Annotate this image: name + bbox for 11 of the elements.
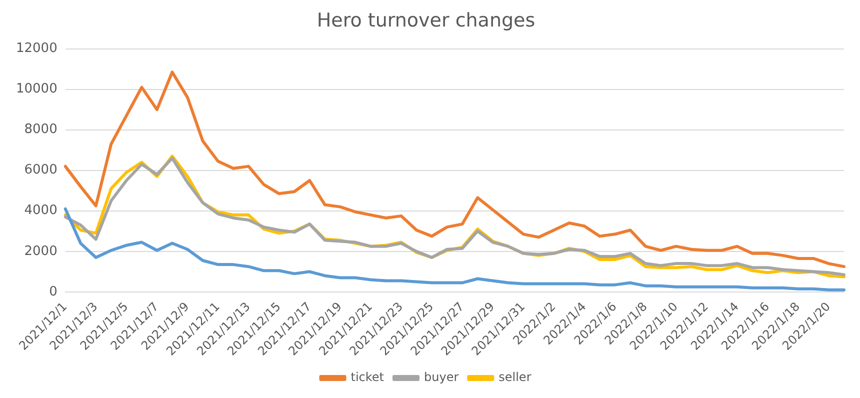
legend-label: seller xyxy=(498,370,532,384)
chart-title: Hero turnover changes xyxy=(316,9,536,32)
y-tick-label: 6000 xyxy=(24,162,58,178)
y-tick-label: 12000 xyxy=(16,41,58,56)
y-tick-label: 0 xyxy=(49,284,58,300)
y-tick-label: 10000 xyxy=(16,82,58,97)
y-tick-label: 8000 xyxy=(24,122,58,138)
legend-label: ticket xyxy=(350,370,384,384)
y-tick-label: 2000 xyxy=(24,244,58,259)
y-tick-label: 4000 xyxy=(24,203,58,218)
legend-label: buyer xyxy=(424,370,459,384)
